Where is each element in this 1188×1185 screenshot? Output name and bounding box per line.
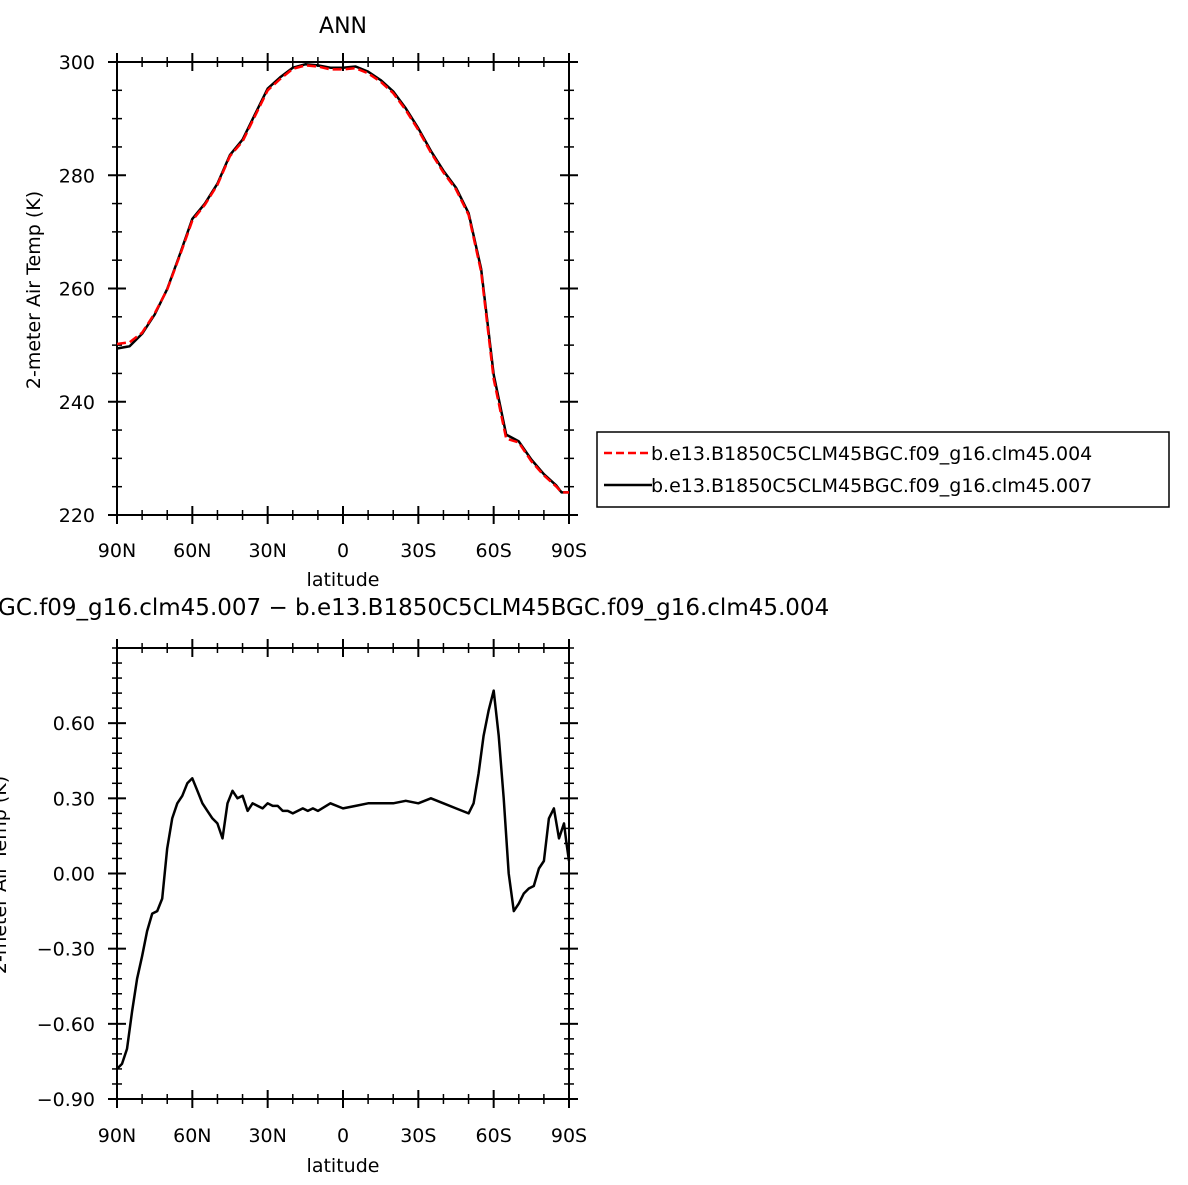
legend-label-004: b.e13.B1850C5CLM45BGC.f09_g16.clm45.004 (651, 443, 1092, 465)
top-x-axis-label: latitude (307, 569, 380, 591)
top-series-line-2 (116, 63, 569, 494)
top-series-line-1 (116, 64, 569, 494)
top-x-tick-label: 60N (173, 540, 211, 562)
bottom-y-axis-label: 2-meter Air Temp (K) (0, 776, 11, 974)
bottom-x-tick-label: 30S (400, 1125, 436, 1147)
top-y-axis-label: 2-meter Air Temp (K) (23, 191, 45, 389)
bottom-x-tick-label: 90N (98, 1125, 136, 1147)
bottom-panel: GC.f09_g16.clm45.007 − b.e13.B1850C5CLM4… (0, 595, 829, 1177)
top-x-tick-label: 60S (476, 540, 512, 562)
legend: b.e13.B1850C5CLM45BGC.f09_g16.clm45.004 … (596, 431, 1170, 508)
top-series-lines (116, 63, 569, 494)
top-y-tick-label: 240 (59, 392, 95, 414)
bottom-plot-frame (116, 647, 570, 1100)
bottom-series-line-1 (116, 689, 571, 1070)
bottom-series-lines (116, 689, 571, 1070)
top-y-tick-label: 220 (59, 505, 95, 527)
bottom-chart-title: GC.f09_g16.clm45.007 − b.e13.B1850C5CLM4… (0, 595, 829, 621)
bottom-x-tick-label: 0 (337, 1125, 349, 1147)
bottom-y-tick-labels: −0.90 −0.60 −0.30 0.00 0.30 0.60 (37, 713, 95, 1111)
bottom-y-tick-label: −0.90 (37, 1089, 95, 1111)
bottom-x-tick-labels: 90N 60N 30N 0 30S 60S 90S (98, 1125, 587, 1147)
top-y-tick-label: 300 (59, 52, 95, 74)
bottom-y-tick-label: 0.60 (53, 713, 95, 735)
bottom-x-tick-label: 60S (476, 1125, 512, 1147)
top-tick-marks (108, 53, 578, 524)
bottom-y-tick-label: 0.30 (53, 788, 95, 810)
top-x-tick-label: 30N (248, 540, 286, 562)
legend-label-007: b.e13.B1850C5CLM45BGC.f09_g16.clm45.007 (651, 475, 1092, 497)
bottom-y-tick-label: 0.00 (53, 864, 95, 886)
top-x-tick-labels: 90N 60N 30N 0 30S 60S 90S (98, 540, 587, 562)
top-y-tick-label: 260 (59, 279, 95, 301)
bottom-x-axis-label: latitude (307, 1155, 380, 1177)
top-y-tick-labels: 220 240 260 280 300 (59, 52, 95, 527)
top-chart-title: ANN (319, 14, 367, 39)
legend-box (596, 431, 1170, 508)
top-panel: ANN 90N 60N 30N 0 30S 60S 90S 220240260280300 … (23, 14, 587, 591)
bottom-y-tick-label: −0.30 (37, 939, 95, 961)
bottom-x-tick-label: 30N (248, 1125, 286, 1147)
top-y-tick-label: 280 (59, 165, 95, 187)
bottom-y-tick-label: −0.60 (37, 1014, 95, 1036)
top-x-tick-label: 90N (98, 540, 136, 562)
top-plot-frame (116, 61, 570, 516)
top-x-tick-label: 30S (400, 540, 436, 562)
top-x-tick-label: 90S (551, 540, 587, 562)
bottom-tick-marks (108, 639, 578, 1108)
bottom-x-tick-label: 90S (551, 1125, 587, 1147)
top-x-tick-label: 0 (337, 540, 349, 562)
bottom-x-tick-label: 60N (173, 1125, 211, 1147)
